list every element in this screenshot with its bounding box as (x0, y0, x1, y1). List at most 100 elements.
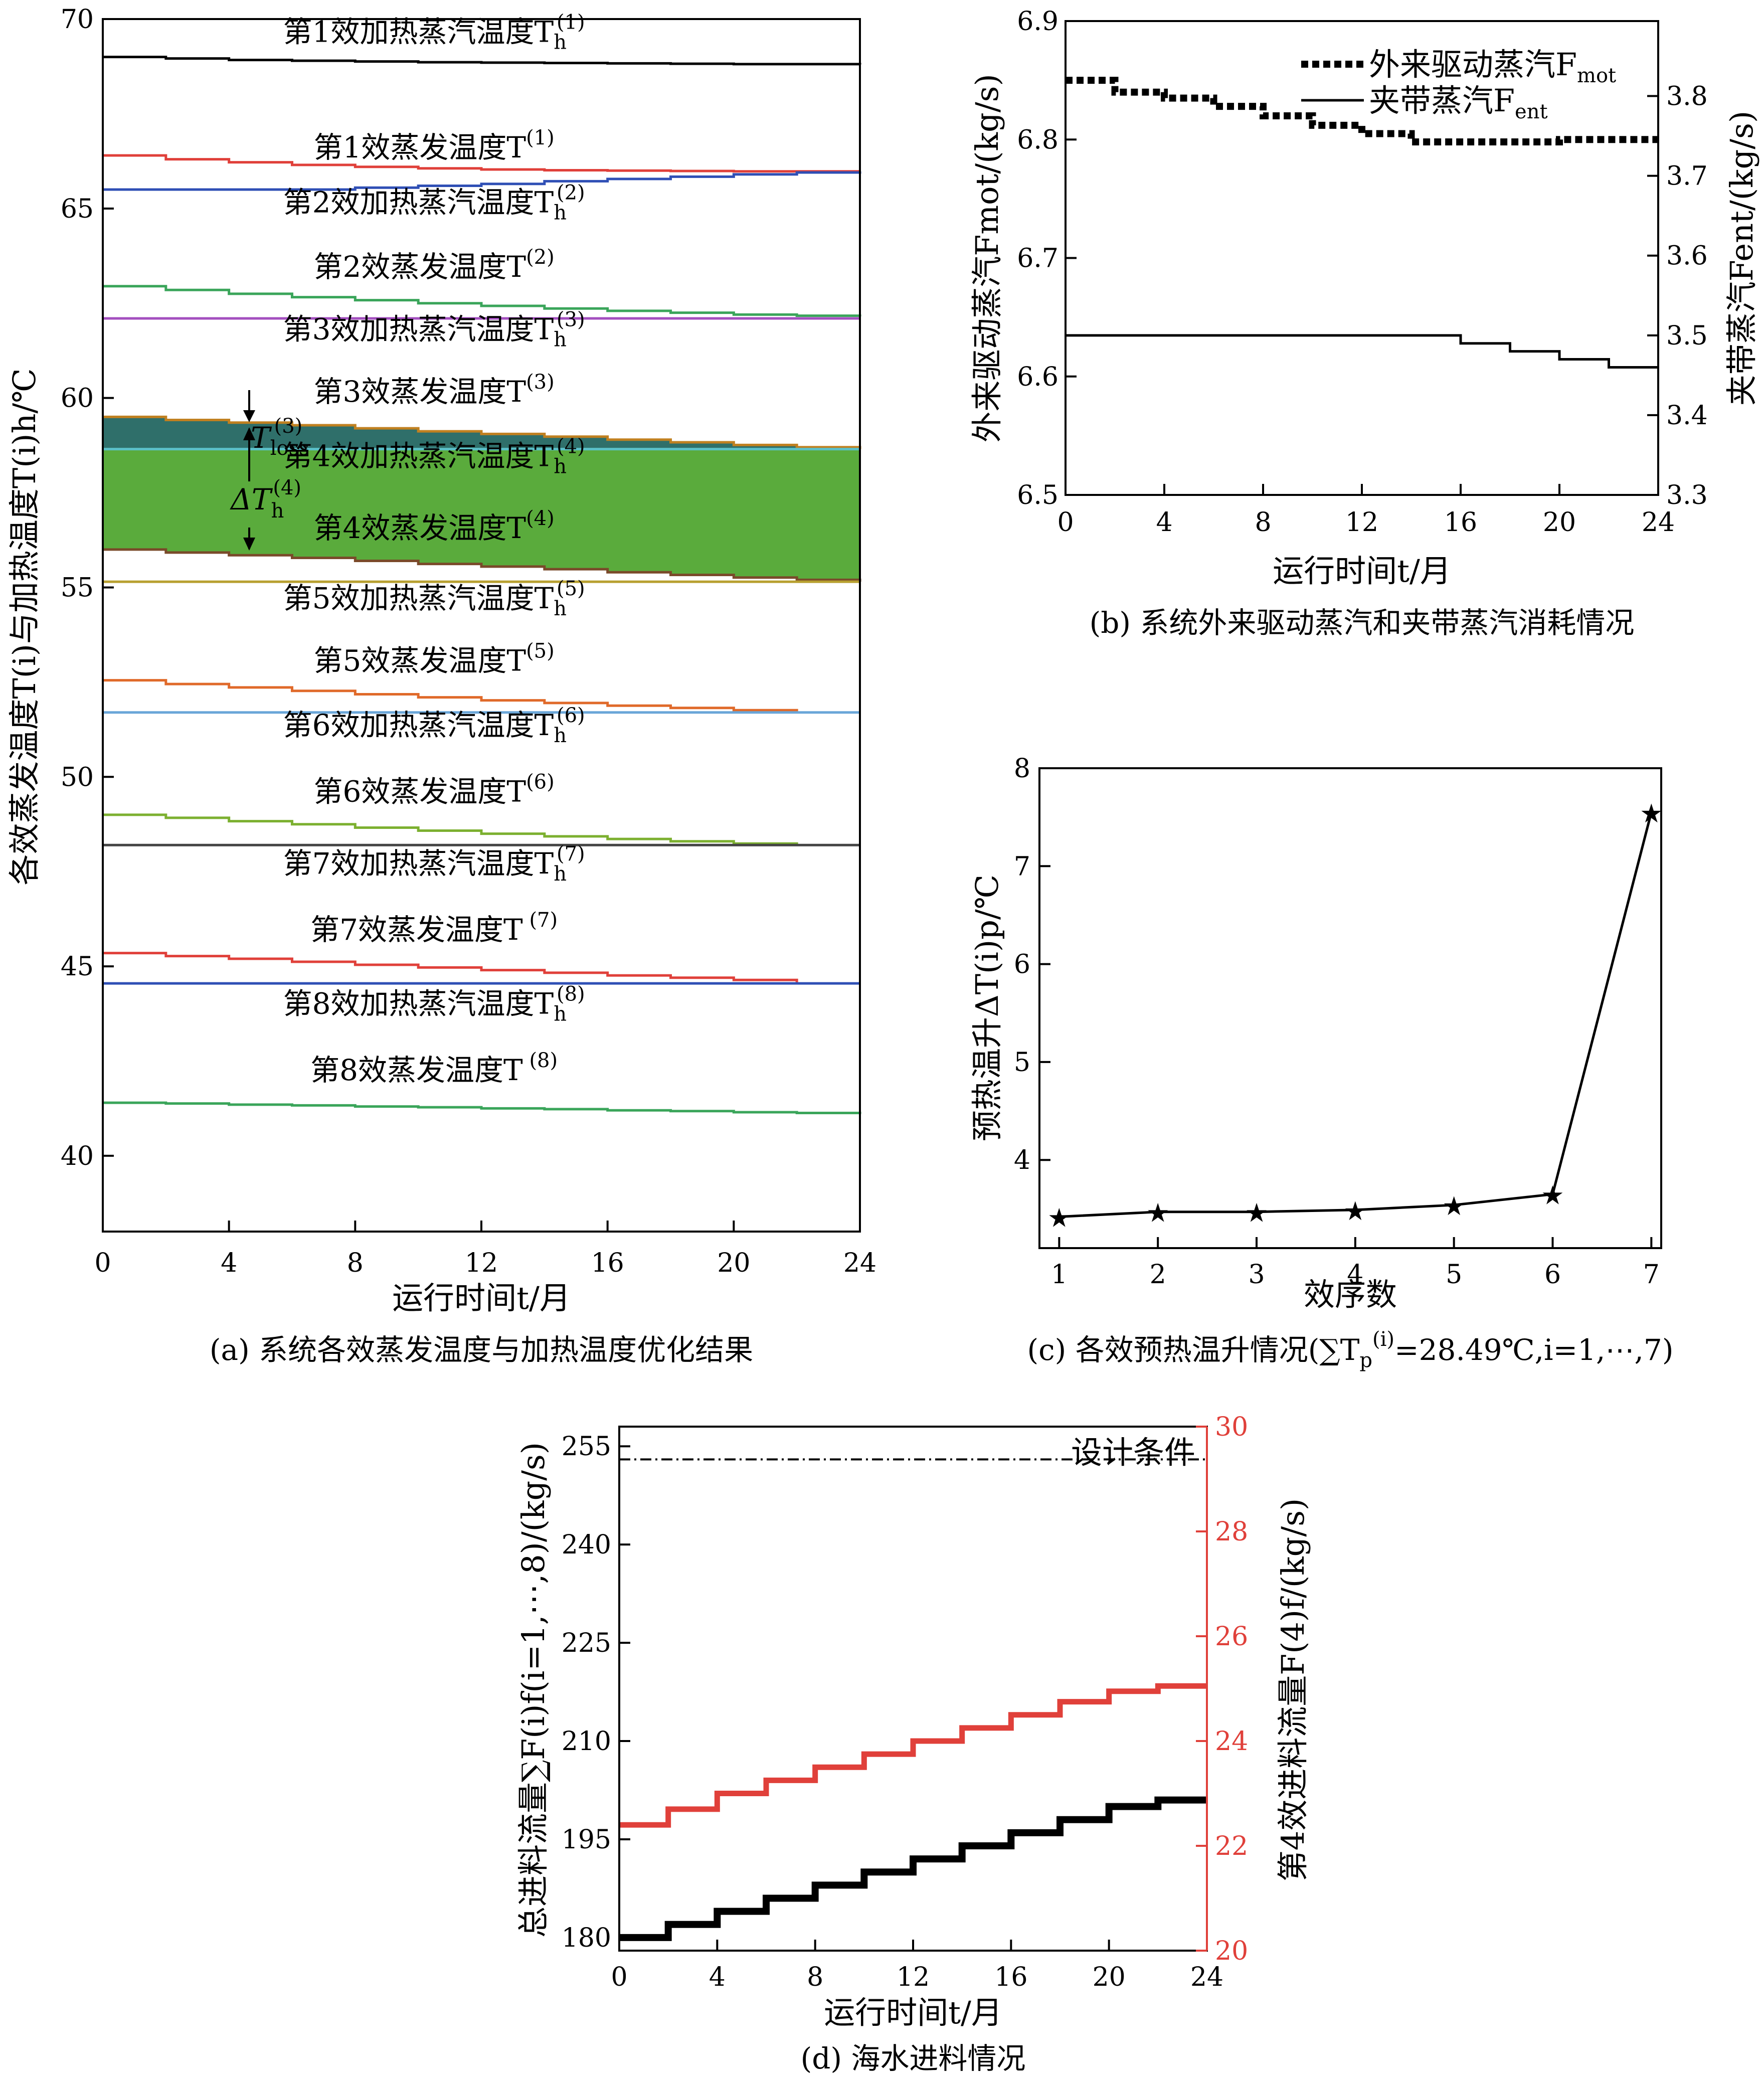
panel-d-ytick-label: 195 (562, 1825, 611, 1855)
panel-a-ytick-label: 65 (61, 194, 94, 224)
panel-b: 0 4 8 12 16 20 24 6.5 6.6 6.7 6.8 6.9 3.3 3.4 3.5 3.6 3.… (969, 7, 1760, 640)
line-label-14: 第7效蒸发温度T (7) (310, 909, 558, 947)
panel-c-series: ★ ★ ★ ★ ★ ★ ★ (1047, 799, 1663, 1234)
series-a-6 (103, 415, 861, 449)
panel-c-ytick-label: 8 (1014, 754, 1030, 784)
panel-c-xtick-label: 3 (1248, 1260, 1265, 1290)
panel-c-xtick-label: 7 (1643, 1260, 1660, 1290)
series-fmot (1066, 77, 1658, 145)
panel-b-ytick-label: 6.6 (1017, 362, 1059, 392)
panel-d-y2tick-label: 30 (1215, 1412, 1248, 1442)
line-label-3: 第2效加热蒸汽温度Th(2) (283, 181, 585, 224)
line-label-10: 第5效蒸发温度T(5) (313, 640, 554, 678)
panel-d: 0 4 8 12 16 20 2418019521022524025520222426283… (515, 1412, 1311, 2075)
panel-b-y2-label: 夹带蒸汽Fent/(kg/s) (1723, 111, 1760, 406)
line-label-13: 第7效加热蒸汽温度Th(7) (283, 842, 585, 886)
line-label-9: 第5效加热蒸汽温度Th(5) (283, 577, 585, 620)
line-label-8: 第4效蒸发温度T(4) (313, 507, 554, 545)
panel-d-xtick-label: 12 (897, 1962, 930, 1992)
panel-c-x-label: 效序数 (1304, 1276, 1397, 1313)
panel-a-xtick-label: 12 (465, 1248, 498, 1278)
panel-b-xtick-label: 12 (1345, 507, 1378, 538)
panel-c-ytick-label: 4 (1014, 1145, 1030, 1175)
star-marker: ★ (1245, 1198, 1269, 1229)
panel-d-ytick-label: 240 (562, 1530, 611, 1560)
panel-c-plot-frame (1038, 767, 1662, 1249)
panel-a-xtick-label: 0 (94, 1248, 111, 1278)
panel-d-xtick-label: 20 (1093, 1962, 1126, 1992)
panel-d-y2tick-label: 28 (1215, 1517, 1248, 1547)
delta-label-bg (228, 481, 298, 528)
panel-a-annotation-loss: Tloss(3) (243, 390, 309, 460)
panel-c-xtick-label: 1 (1051, 1260, 1068, 1290)
panel-d-ytick-label: 255 (562, 1432, 611, 1462)
panel-c-ytick-label: 5 (1014, 1048, 1030, 1078)
panel-b-ticks: 0 4 8 12 16 20 24 6.5 6.6 6.7 6.8 6.9 3.3 3.4 3.5 3.6 3.… (1017, 7, 1707, 538)
delta-arrowhead-up (243, 427, 255, 440)
star-marker: ★ (1442, 1191, 1466, 1222)
star-marker: ★ (1541, 1181, 1564, 1211)
legend-fent-label: 夹带蒸汽Fent (1369, 82, 1548, 123)
panel-a-ytick-label: 70 (61, 5, 94, 35)
line-label-15: 第8效加热蒸汽温度Th(8) (283, 983, 585, 1026)
panel-a-ytick-label: 50 (61, 762, 94, 792)
panel-a-ytick-label: 40 (61, 1141, 94, 1171)
panel-a-y-label: 各效蒸发温度T(i)与加热温度T(i)h/℃ (6, 368, 43, 885)
panel-a-line-labels: 第1效加热蒸汽温度Th(1) 第1效蒸发温度T(1) 第2效加热蒸汽温度Th(2) 第… (283, 11, 585, 1087)
panel-d-x-label: 运行时间t/月 (824, 1994, 1002, 2031)
panel-a-xtick-label: 16 (591, 1248, 624, 1278)
line-label-11: 第6效加热蒸汽温度Th(6) (283, 704, 585, 747)
star-marker: ★ (1344, 1196, 1367, 1227)
panel-b-caption: (b) 系统外来驱动蒸汽和夹带蒸汽消耗情况 (1090, 606, 1635, 640)
star-marker: ★ (1146, 1198, 1170, 1229)
panel-d-ytick-label: 225 (562, 1628, 611, 1658)
panel-d-design-label: 设计条件 (1071, 1434, 1195, 1471)
line-label-4: 第2效蒸发温度T(2) (313, 246, 554, 284)
series-total-feed (619, 1796, 1207, 1941)
panel-d-y2tick-label: 20 (1215, 1936, 1248, 1966)
panel-b-x-label: 运行时间t/月 (1273, 553, 1451, 589)
star-marker: ★ (1047, 1203, 1071, 1234)
panel-a-xtick-label: 8 (347, 1248, 364, 1278)
loss-arrowhead (243, 410, 255, 422)
line-label-2: 第1效蒸发温度T(1) (313, 126, 554, 164)
delta-label: ΔTh(4) (230, 476, 301, 523)
panel-d-xtick-label: 16 (994, 1962, 1027, 1992)
line-label-5: 第3效加热蒸汽温度Th(3) (283, 308, 585, 352)
panel-c-y-label: 预热温升ΔT(i)p/℃ (969, 875, 1005, 1141)
panel-a-ytick-label: 60 (61, 384, 94, 414)
panel-c-xtick-label: 6 (1544, 1260, 1561, 1290)
panel-c-xtick-label: 5 (1446, 1260, 1462, 1290)
series-a-3 (103, 171, 861, 191)
line-label-7: 第4效加热蒸汽温度Th(4) (283, 435, 585, 478)
panel-b-xtick-label: 24 (1642, 507, 1675, 538)
series-a-2 (103, 154, 860, 173)
panel-a-annotation-delta: ΔTh(4) (228, 427, 301, 551)
panel-d-xtick-label: 0 (611, 1962, 627, 1992)
series-a-1 (103, 56, 861, 66)
panel-b-xtick-label: 20 (1543, 507, 1576, 538)
delta-arrowhead-down (243, 538, 255, 551)
panel-b-xtick-label: 16 (1444, 507, 1477, 538)
line-label-16: 第8效蒸发温度T (8) (310, 1049, 558, 1087)
series-a-16 (103, 1101, 861, 1114)
series-a-4 (103, 285, 861, 317)
panel-a-series (103, 56, 861, 1114)
panel-c-ytick-label: 7 (1014, 851, 1030, 882)
series-fent (1066, 334, 1658, 369)
panel-c: ★ ★ ★ ★ ★ ★ ★ 1 2 3 4 5 6 7 4 5 6 7 8 效序数 预热温升ΔT(i)p/℃ (c… (969, 754, 1673, 1372)
loss-label: Tloss(3) (251, 415, 309, 460)
panel-d-y2tick-label: 22 (1215, 1831, 1248, 1861)
panel-c-ticks: 1 2 3 4 5 6 7 4 5 6 7 8 (1014, 754, 1660, 1290)
line-label-1: 第1效加热蒸汽温度Th(1) (283, 11, 585, 54)
line-label-6: 第3效蒸发温度T(3) (313, 371, 554, 409)
panel-d-y2tick-label: 24 (1215, 1726, 1248, 1757)
series-preheat (1059, 812, 1653, 1218)
panel-a-xtick-label: 4 (221, 1248, 237, 1278)
panel-b-y2tick-label: 3.4 (1666, 401, 1708, 431)
panel-a-x-label: 运行时间t/月 (392, 1280, 571, 1316)
panel-d-ytick-label: 180 (562, 1923, 611, 1953)
panel-a-ytick-label: 45 (61, 952, 94, 982)
panel-b-y2tick-label: 3.8 (1666, 82, 1708, 112)
